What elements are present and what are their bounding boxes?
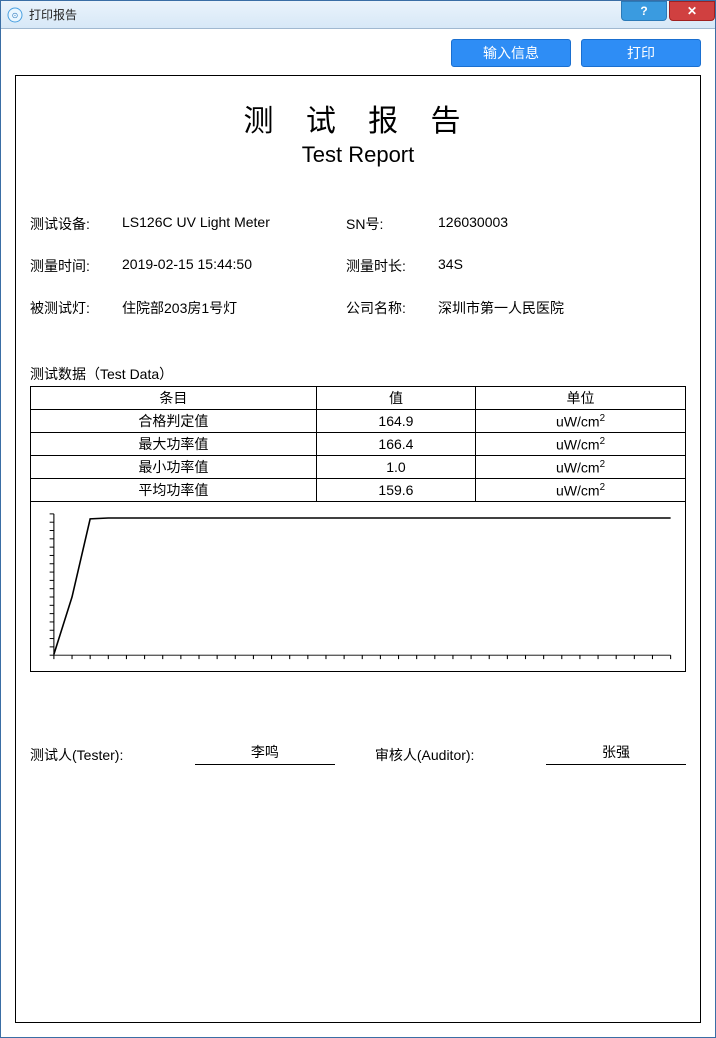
- cell-item: 合格判定值: [31, 410, 317, 433]
- toolbar: 输入信息 打印: [15, 39, 701, 67]
- title-bar[interactable]: ⊙ 打印报告 ? ✕: [1, 1, 715, 29]
- company-value: 深圳市第一人民医院: [438, 298, 686, 318]
- print-button[interactable]: 打印: [581, 39, 701, 67]
- duration-value: 34S: [438, 256, 686, 276]
- window-controls: ? ✕: [621, 1, 715, 21]
- table-header-row: 条目 值 单位: [31, 387, 686, 410]
- col-value: 值: [316, 387, 475, 410]
- col-item: 条目: [31, 387, 317, 410]
- table-row: 最大功率值166.4uW/cm2: [31, 433, 686, 456]
- cell-value: 159.6: [316, 479, 475, 502]
- col-unit: 单位: [476, 387, 686, 410]
- tester-value: 李鸣: [195, 742, 335, 765]
- report-title-cn: 测 试 报 告: [30, 96, 686, 140]
- cell-unit: uW/cm2: [476, 410, 686, 433]
- cell-unit: uW/cm2: [476, 479, 686, 502]
- auditor-value: 张强: [546, 742, 686, 765]
- app-icon: ⊙: [7, 7, 23, 23]
- cell-item: 最大功率值: [31, 433, 317, 456]
- info-grid: 测试设备: LS126C UV Light Meter SN号: 1260300…: [30, 214, 686, 318]
- time-value: 2019-02-15 15:44:50: [122, 256, 332, 276]
- sn-value: 126030003: [438, 214, 686, 234]
- signature-row: 测试人(Tester): 李鸣 审核人(Auditor): 张强: [30, 742, 686, 765]
- test-data-table: 条目 值 单位 合格判定值164.9uW/cm2最大功率值166.4uW/cm2…: [30, 386, 686, 502]
- client-area: 输入信息 打印 测 试 报 告 Test Report 测试设备: LS126C…: [1, 29, 715, 1037]
- line-chart: [39, 508, 677, 665]
- table-row: 最小功率值1.0uW/cm2: [31, 456, 686, 479]
- cell-unit: uW/cm2: [476, 433, 686, 456]
- window-frame: ⊙ 打印报告 ? ✕ 输入信息 打印 测 试 报 告 Test Report 测…: [0, 0, 716, 1038]
- close-button[interactable]: ✕: [669, 1, 715, 21]
- cell-value: 1.0: [316, 456, 475, 479]
- cell-item: 最小功率值: [31, 456, 317, 479]
- duration-label: 测量时长:: [346, 256, 424, 276]
- chart-box: [30, 502, 686, 672]
- window-title: 打印报告: [29, 6, 77, 23]
- time-label: 测量时间:: [30, 256, 108, 276]
- test-data-section-label: 测试数据（Test Data）: [30, 364, 686, 384]
- auditor-label: 审核人(Auditor):: [375, 745, 546, 765]
- svg-text:⊙: ⊙: [12, 11, 19, 20]
- cell-item: 平均功率值: [31, 479, 317, 502]
- table-row: 平均功率值159.6uW/cm2: [31, 479, 686, 502]
- input-info-button[interactable]: 输入信息: [451, 39, 571, 67]
- device-label: 测试设备:: [30, 214, 108, 234]
- report-title-en: Test Report: [30, 142, 686, 168]
- tester-label: 测试人(Tester):: [30, 745, 195, 765]
- cell-value: 166.4: [316, 433, 475, 456]
- lamp-label: 被测试灯:: [30, 298, 108, 318]
- company-label: 公司名称:: [346, 298, 424, 318]
- report-frame: 测 试 报 告 Test Report 测试设备: LS126C UV Ligh…: [15, 75, 701, 1023]
- cell-unit: uW/cm2: [476, 456, 686, 479]
- cell-value: 164.9: [316, 410, 475, 433]
- device-value: LS126C UV Light Meter: [122, 214, 332, 234]
- help-button[interactable]: ?: [621, 1, 667, 21]
- sn-label: SN号:: [346, 214, 424, 234]
- lamp-value: 住院部203房1号灯: [122, 298, 332, 318]
- table-row: 合格判定值164.9uW/cm2: [31, 410, 686, 433]
